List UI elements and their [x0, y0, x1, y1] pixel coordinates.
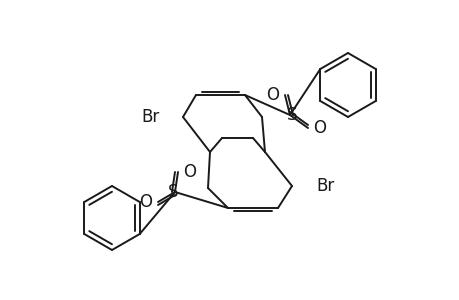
Text: S: S: [168, 183, 178, 201]
Text: S: S: [286, 106, 297, 124]
Text: Br: Br: [141, 108, 160, 126]
Text: O: O: [183, 163, 196, 181]
Text: O: O: [139, 193, 152, 211]
Text: O: O: [266, 86, 279, 104]
Text: O: O: [313, 119, 326, 137]
Text: Br: Br: [315, 177, 334, 195]
